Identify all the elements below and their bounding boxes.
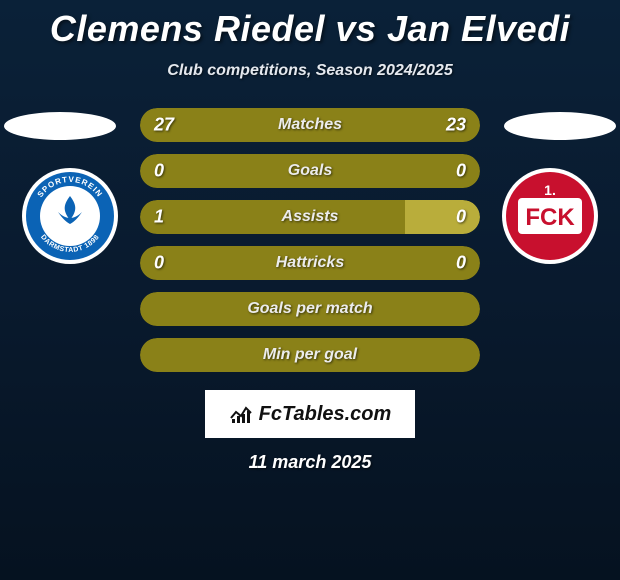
stat-label: Hattricks	[276, 254, 344, 272]
bar-left	[140, 200, 405, 234]
oval-shadow-left	[4, 112, 116, 140]
oval-shadow-right	[504, 112, 616, 140]
stat-row: Goals per match	[140, 292, 480, 326]
stat-value-left: 1	[154, 207, 164, 228]
stat-label: Min per goal	[263, 346, 357, 364]
stat-row: 0 0 Goals	[140, 154, 480, 188]
stat-value-right: 23	[446, 115, 466, 136]
stat-value-left: 0	[154, 253, 164, 274]
stat-label: Assists	[282, 208, 339, 226]
stat-value-right: 0	[456, 253, 466, 274]
stat-row: 1 0 Assists	[140, 200, 480, 234]
stat-row: 27 23 Matches	[140, 108, 480, 142]
svg-text:FCK: FCK	[525, 204, 575, 231]
stat-label: Goals	[288, 162, 332, 180]
comparison-panel: SPORTVEREIN DARMSTADT 1898 1. FCK 27 23 Ma…	[0, 108, 620, 473]
chart-icon	[229, 404, 253, 424]
stat-value-left: 27	[154, 115, 174, 136]
stat-value-right: 0	[456, 207, 466, 228]
stat-value-right: 0	[456, 161, 466, 182]
footer-date: 11 march 2025	[0, 452, 620, 473]
stat-value-left: 0	[154, 161, 164, 182]
page-title: Clemens Riedel vs Jan Elvedi	[0, 0, 620, 50]
bar-right	[405, 200, 480, 234]
stat-row: Min per goal	[140, 338, 480, 372]
stat-label: Matches	[278, 116, 342, 134]
club-logo-left: SPORTVEREIN DARMSTADT 1898	[20, 166, 120, 266]
club-logo-right: 1. FCK	[500, 166, 600, 266]
stat-label: Goals per match	[247, 300, 372, 318]
svg-text:1.: 1.	[544, 182, 556, 198]
stat-row: 0 0 Hattricks	[140, 246, 480, 280]
attribution-box[interactable]: FcTables.com	[205, 390, 415, 438]
page-subtitle: Club competitions, Season 2024/2025	[0, 62, 620, 80]
attribution-label: FcTables.com	[259, 403, 392, 426]
